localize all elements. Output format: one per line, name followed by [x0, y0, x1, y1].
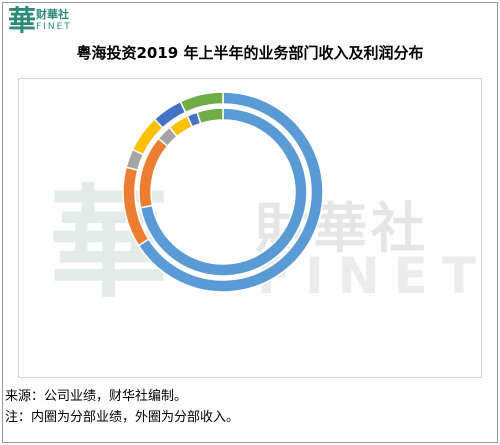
logo: 華 财華社 FINET	[8, 4, 78, 40]
source-note: 来源：公司业绩，财华社编制。	[5, 389, 188, 404]
logo-sub: FINET	[36, 22, 72, 32]
ring-note: 注：内圈为分部业绩，外圈为分部收入。	[5, 410, 240, 425]
notes: 来源：公司业绩，财华社编制。 注：内圈为分部业绩，外圈为分部收入。	[5, 386, 239, 428]
logo-name: 财華社	[36, 8, 69, 21]
inner-ring-slice-6	[196, 107, 224, 125]
plot-area: 華 財華社 FINET 水资源物业投资及发展百货营运发电酒店经营及管理道路及桥梁	[18, 78, 482, 378]
donut-chart	[122, 91, 324, 293]
logo-emblem: 華	[8, 4, 37, 37]
chart-title: 粤海投资2019 年上半年的业务部门收入及利润分布	[76, 44, 424, 62]
outer-ring-slice-6	[179, 91, 224, 114]
